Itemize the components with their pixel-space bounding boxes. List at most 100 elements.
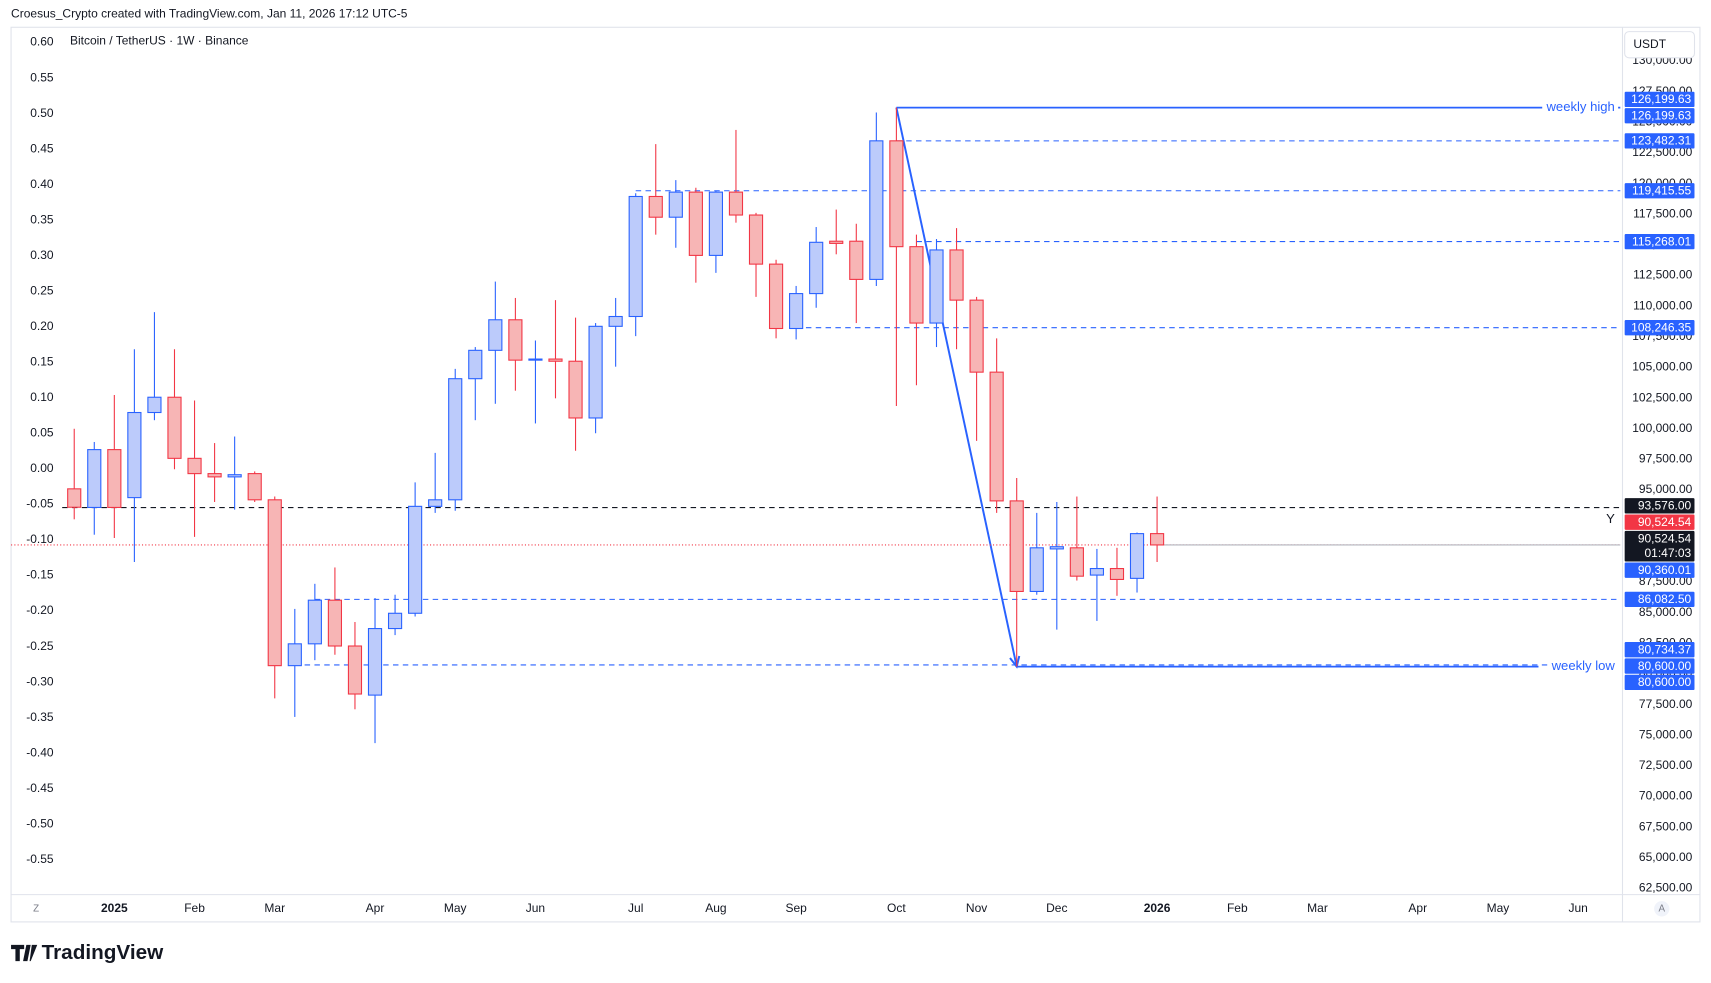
- y2-tick-label: -0.05: [26, 497, 54, 511]
- price-label: 126,199.63: [1631, 92, 1691, 106]
- candle-body: [548, 358, 563, 362]
- candle-body: [287, 643, 302, 667]
- x-tick-label: Nov: [966, 901, 987, 915]
- currency[interactable]: USDT: [1633, 37, 1666, 51]
- candle-body: [227, 474, 242, 478]
- candle-body: [849, 240, 864, 280]
- x-tick-label: Jul: [628, 901, 643, 915]
- price-label-box: [1624, 320, 1695, 336]
- level-text: weekly high: [1545, 99, 1614, 114]
- auto-button[interactable]: A: [1658, 903, 1665, 914]
- y-tick-label: 105,000.00: [1632, 360, 1692, 374]
- price-label: 90,360.01: [1638, 563, 1692, 577]
- frame: [10, 26, 1701, 923]
- candle-body: [1149, 533, 1165, 546]
- candle-body: [327, 599, 343, 647]
- price-label: 90,524.54: [1638, 531, 1692, 545]
- x-tick-label: May: [444, 901, 467, 915]
- x-tick-label: Apr: [366, 901, 385, 915]
- price-label: 93,576.00: [1638, 499, 1692, 513]
- y2-tick-label: 0.40: [30, 177, 54, 191]
- brand: TradingView: [42, 941, 165, 964]
- price-label-box: [1624, 674, 1695, 691]
- y2-tick-label: 0.55: [30, 70, 54, 84]
- candle-body: [247, 473, 262, 501]
- y2-tick-label: -0.40: [26, 745, 54, 759]
- candle-body: [668, 191, 683, 218]
- candle-body: [829, 240, 844, 244]
- price-label-box: [1624, 658, 1695, 674]
- candle-body: [1029, 547, 1044, 592]
- x-tick-label: Feb: [184, 901, 205, 915]
- y-tick-label: 117,500.00: [1633, 206, 1692, 220]
- symbol-legend: Bitcoin / TetherUS · 1W · Binance: [70, 34, 249, 48]
- candle-body: [147, 396, 162, 414]
- candle-body: [809, 241, 824, 295]
- candle-body: [347, 645, 363, 695]
- price-label: 126,199.63: [1631, 108, 1691, 122]
- brand-logo: TradingView: [11, 941, 164, 964]
- y2-tick-label: -0.30: [26, 674, 54, 688]
- price-label: 115,268.01: [1632, 234, 1691, 248]
- y2-tick-label: 0.25: [30, 283, 54, 297]
- price-label-box: [1624, 642, 1695, 658]
- candle-body: [648, 195, 663, 218]
- candle-body: [748, 214, 764, 265]
- x-tick-label: Aug: [705, 901, 726, 915]
- price-label: 80,600.00: [1638, 659, 1692, 673]
- candle-body: [307, 599, 322, 645]
- candle-body: [969, 299, 984, 373]
- log-button[interactable]: Z: [33, 903, 39, 914]
- y-tick-label: 65,000.00: [1639, 850, 1693, 864]
- candle-body: [67, 488, 82, 508]
- price-label-box: [1624, 133, 1695, 149]
- y2-tick-label: -0.45: [26, 781, 54, 795]
- candle-body: [728, 191, 744, 216]
- y2-tick-label: -0.20: [26, 603, 54, 617]
- candle-body: [367, 628, 383, 696]
- trend-line: [895, 107, 1018, 667]
- y-tick-label: 62,500.00: [1639, 881, 1693, 895]
- currency-button[interactable]: [1624, 31, 1696, 59]
- x-tick-label: Apr: [1408, 901, 1427, 915]
- auto-button-bg[interactable]: [1654, 901, 1670, 917]
- candle-body: [1009, 500, 1024, 592]
- plot: weekly high weekly low: [11, 99, 1621, 744]
- x-tick-label: Sep: [785, 901, 807, 915]
- price-label-box: [1624, 108, 1695, 124]
- y-tick-label: 75,000.00: [1639, 727, 1693, 741]
- candle-body: [628, 195, 643, 318]
- candle-body: [1069, 547, 1084, 577]
- candle-body: [528, 358, 543, 361]
- y-tick-label: 67,500.00: [1639, 819, 1693, 833]
- price-label-box: [1624, 91, 1695, 108]
- candle-body: [448, 378, 463, 501]
- candle-body: [989, 371, 1004, 502]
- y2-tick-label: -0.50: [26, 816, 54, 830]
- y-tick-label: 72,500.00: [1639, 758, 1693, 772]
- y2-tick-label: -0.25: [26, 639, 54, 653]
- candle-body: [929, 249, 944, 324]
- y-tick-label: 85,000.00: [1639, 605, 1693, 619]
- x-tick-label: Jun: [1569, 901, 1588, 915]
- candle-body: [428, 499, 443, 507]
- candle-body: [488, 319, 503, 351]
- y2-tick-label: -0.55: [26, 852, 54, 866]
- price-label-box: [1624, 591, 1695, 608]
- candle-body: [768, 263, 784, 330]
- y-tick-label: 122,500.00: [1632, 145, 1692, 159]
- candle-body: [127, 411, 142, 499]
- price-label-box: [1624, 183, 1695, 199]
- logo-icon: [11, 944, 38, 962]
- candle-body: [408, 505, 423, 614]
- header: Croesus_Crypto created with TradingView.…: [11, 6, 408, 20]
- candle-body: [1109, 567, 1125, 580]
- candle-body: [708, 191, 724, 256]
- y2-tick-label: 0.05: [30, 426, 54, 440]
- y2-tick-label: 0.45: [30, 141, 54, 155]
- candle-body: [688, 191, 703, 256]
- price-label-box: [1624, 562, 1695, 578]
- price-label-box: [1624, 233, 1695, 250]
- candle-body: [107, 449, 122, 508]
- candle-body: [1129, 533, 1145, 579]
